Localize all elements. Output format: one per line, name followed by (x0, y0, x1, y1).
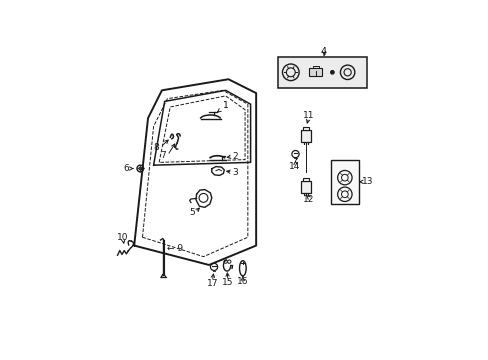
Bar (303, 178, 308, 181)
Text: 17: 17 (206, 279, 218, 288)
Bar (278, 57, 366, 87)
Bar (303, 127, 308, 130)
Text: 14: 14 (289, 162, 300, 171)
Text: 12: 12 (303, 195, 314, 204)
Bar (308, 68, 322, 76)
Text: 6: 6 (122, 164, 128, 173)
Bar (301, 130, 310, 141)
Text: 7: 7 (160, 151, 166, 160)
Text: 13: 13 (361, 177, 372, 186)
Text: 11: 11 (303, 111, 314, 120)
Text: 15: 15 (222, 279, 233, 288)
Text: 10: 10 (117, 233, 128, 242)
Text: 16: 16 (237, 277, 248, 286)
Text: 3: 3 (232, 168, 238, 177)
Text: 8: 8 (153, 143, 159, 152)
Bar (312, 66, 318, 68)
Text: 4: 4 (320, 46, 326, 57)
Bar (301, 181, 310, 193)
Text: ← 9: ← 9 (167, 244, 183, 253)
Text: 2: 2 (232, 152, 238, 161)
Bar (330, 159, 358, 204)
Circle shape (330, 71, 333, 74)
Text: 1: 1 (217, 101, 228, 112)
Text: 5: 5 (189, 208, 195, 217)
